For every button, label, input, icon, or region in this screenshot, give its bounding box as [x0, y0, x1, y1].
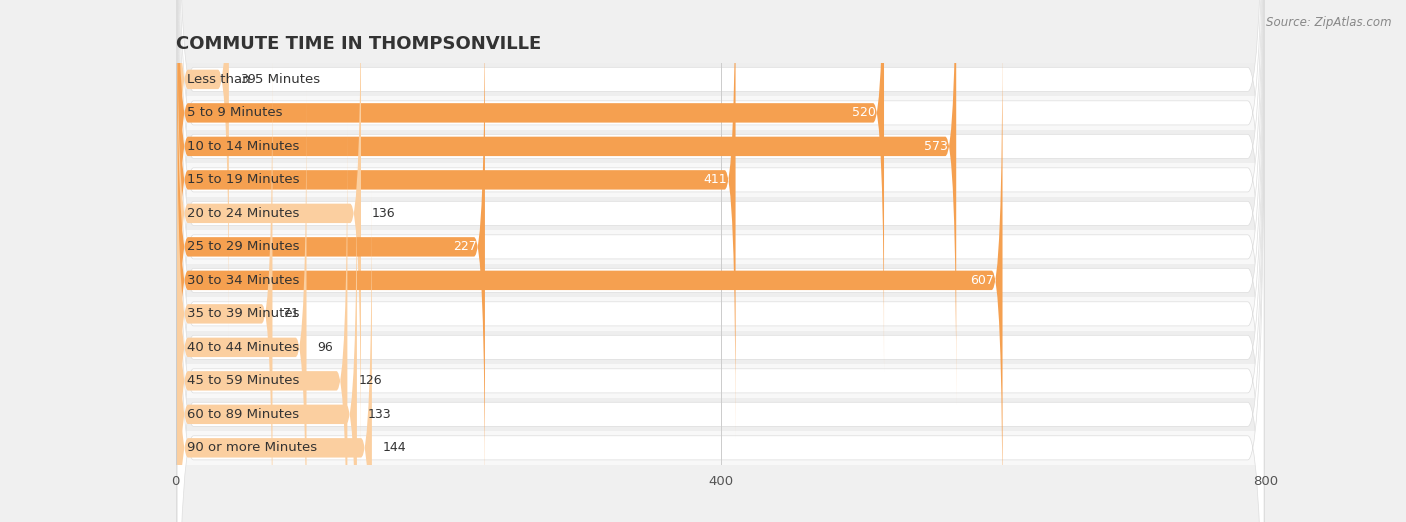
- Bar: [176, 431, 1265, 465]
- Text: Less than 5 Minutes: Less than 5 Minutes: [187, 73, 319, 86]
- FancyBboxPatch shape: [177, 0, 1264, 522]
- Text: 227: 227: [453, 240, 477, 253]
- FancyBboxPatch shape: [177, 0, 1264, 522]
- Text: 573: 573: [924, 140, 948, 153]
- FancyBboxPatch shape: [177, 0, 485, 505]
- Text: 5 to 9 Minutes: 5 to 9 Minutes: [187, 106, 283, 120]
- FancyBboxPatch shape: [177, 0, 1264, 522]
- Text: 40 to 44 Minutes: 40 to 44 Minutes: [187, 341, 298, 354]
- FancyBboxPatch shape: [177, 0, 1264, 522]
- Bar: [176, 129, 1265, 163]
- FancyBboxPatch shape: [177, 0, 229, 338]
- FancyBboxPatch shape: [177, 0, 1264, 522]
- Bar: [176, 197, 1265, 230]
- Text: 71: 71: [284, 307, 299, 321]
- Text: 96: 96: [318, 341, 333, 354]
- Text: 10 to 14 Minutes: 10 to 14 Minutes: [187, 140, 299, 153]
- FancyBboxPatch shape: [177, 22, 1002, 522]
- Text: Source: ZipAtlas.com: Source: ZipAtlas.com: [1267, 16, 1392, 29]
- Text: 45 to 59 Minutes: 45 to 59 Minutes: [187, 374, 299, 387]
- Text: 520: 520: [852, 106, 876, 120]
- FancyBboxPatch shape: [177, 0, 1264, 503]
- Bar: [176, 96, 1265, 129]
- Bar: [176, 364, 1265, 398]
- Text: 144: 144: [382, 441, 406, 454]
- Bar: [176, 264, 1265, 297]
- Text: 411: 411: [704, 173, 727, 186]
- Text: 20 to 24 Minutes: 20 to 24 Minutes: [187, 207, 299, 220]
- Bar: [176, 163, 1265, 197]
- FancyBboxPatch shape: [177, 0, 361, 471]
- Text: 39: 39: [240, 73, 256, 86]
- FancyBboxPatch shape: [177, 123, 347, 522]
- Text: 90 or more Minutes: 90 or more Minutes: [187, 441, 316, 454]
- Text: 607: 607: [970, 274, 994, 287]
- FancyBboxPatch shape: [177, 0, 884, 371]
- Bar: [176, 330, 1265, 364]
- Text: 136: 136: [373, 207, 395, 220]
- Text: 133: 133: [368, 408, 391, 421]
- Text: 126: 126: [359, 374, 382, 387]
- Bar: [176, 230, 1265, 264]
- FancyBboxPatch shape: [177, 189, 373, 522]
- FancyBboxPatch shape: [177, 0, 1264, 469]
- Bar: [176, 398, 1265, 431]
- Text: COMMUTE TIME IN THOMPSONVILLE: COMMUTE TIME IN THOMPSONVILLE: [176, 35, 541, 53]
- FancyBboxPatch shape: [177, 156, 357, 522]
- Text: 25 to 29 Minutes: 25 to 29 Minutes: [187, 240, 299, 253]
- FancyBboxPatch shape: [177, 0, 1264, 522]
- FancyBboxPatch shape: [177, 0, 1264, 522]
- FancyBboxPatch shape: [177, 58, 1264, 522]
- FancyBboxPatch shape: [177, 56, 273, 522]
- Bar: [176, 297, 1265, 330]
- FancyBboxPatch shape: [177, 0, 735, 438]
- FancyBboxPatch shape: [177, 0, 1264, 522]
- FancyBboxPatch shape: [177, 89, 307, 522]
- FancyBboxPatch shape: [177, 0, 956, 405]
- Bar: [176, 63, 1265, 96]
- FancyBboxPatch shape: [177, 25, 1264, 522]
- Text: 60 to 89 Minutes: 60 to 89 Minutes: [187, 408, 298, 421]
- Text: 35 to 39 Minutes: 35 to 39 Minutes: [187, 307, 299, 321]
- Text: 30 to 34 Minutes: 30 to 34 Minutes: [187, 274, 299, 287]
- Text: 15 to 19 Minutes: 15 to 19 Minutes: [187, 173, 299, 186]
